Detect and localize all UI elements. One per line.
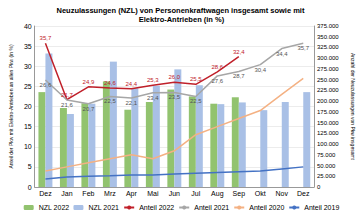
- svg-text:225.000: 225.000: [317, 87, 339, 93]
- svg-text:32,4: 32,4: [233, 49, 245, 55]
- svg-text:Anzahl der Neuzulassungen von: Anzahl der Neuzulassungen von Pkw insges…: [350, 53, 356, 161]
- svg-text:Okt: Okt: [255, 190, 266, 197]
- svg-text:30: 30: [24, 63, 32, 70]
- svg-text:23,5: 23,5: [168, 94, 180, 100]
- svg-text:20,7: 20,7: [83, 106, 95, 112]
- svg-text:35,7: 35,7: [297, 45, 309, 51]
- svg-text:23,4: 23,4: [147, 95, 159, 101]
- svg-text:Dez: Dez: [297, 190, 310, 197]
- svg-text:0: 0: [28, 184, 32, 191]
- svg-text:350.000: 350.000: [317, 34, 339, 40]
- svg-text:22,5: 22,5: [190, 98, 202, 104]
- svg-text:5: 5: [28, 163, 32, 170]
- svg-text:200.000: 200.000: [317, 98, 339, 104]
- svg-text:Anteil der Pkw mit Elektro-Ant: Anteil der Pkw mit Elektro-Antrieben an …: [8, 44, 14, 169]
- svg-text:125.000: 125.000: [317, 130, 339, 136]
- svg-text:25.000: 25.000: [317, 173, 336, 179]
- svg-text:21,7: 21,7: [61, 92, 73, 98]
- svg-text:24,4: 24,4: [126, 81, 138, 87]
- svg-text:26,0: 26,0: [168, 74, 180, 80]
- svg-text:15: 15: [24, 123, 32, 130]
- svg-text:250.000: 250.000: [317, 77, 339, 83]
- svg-text:375.000: 375.000: [317, 23, 339, 29]
- svg-text:25: 25: [24, 83, 32, 90]
- svg-text:28,7: 28,7: [233, 73, 245, 79]
- svg-text:10: 10: [24, 143, 32, 150]
- svg-text:Anteil 2021: Anteil 2021: [194, 204, 229, 211]
- svg-text:40: 40: [24, 23, 32, 30]
- svg-text:28,6: 28,6: [211, 64, 223, 70]
- svg-text:21,6: 21,6: [61, 102, 73, 108]
- svg-text:34,4: 34,4: [276, 51, 288, 57]
- svg-text:26,6: 26,6: [40, 82, 52, 88]
- svg-text:NZL 2022: NZL 2022: [39, 204, 70, 211]
- svg-text:Anteil 2020: Anteil 2020: [249, 204, 284, 211]
- svg-text:Dez: Dez: [39, 190, 52, 197]
- svg-text:Nov: Nov: [276, 190, 289, 197]
- svg-text:100.000: 100.000: [317, 141, 339, 147]
- svg-text:Mai: Mai: [147, 190, 159, 197]
- svg-text:Mrz: Mrz: [104, 190, 116, 197]
- svg-text:Anteil 2019: Anteil 2019: [304, 204, 339, 211]
- svg-text:35: 35: [24, 43, 32, 50]
- svg-text:Anteil 2022: Anteil 2022: [139, 204, 174, 211]
- svg-text:20: 20: [24, 103, 32, 110]
- svg-text:Elektro-Antrieben (in %): Elektro-Antrieben (in %): [139, 15, 225, 24]
- svg-text:NZL 2021: NZL 2021: [88, 204, 119, 211]
- svg-text:27,6: 27,6: [211, 78, 223, 84]
- svg-text:24,6: 24,6: [104, 80, 116, 86]
- svg-text:30,4: 30,4: [254, 67, 266, 73]
- svg-text:275.000: 275.000: [317, 66, 339, 72]
- svg-text:22,1: 22,1: [126, 100, 138, 106]
- svg-text:325.000: 325.000: [317, 44, 339, 50]
- svg-text:Sep: Sep: [233, 190, 246, 198]
- svg-text:0: 0: [317, 184, 321, 190]
- svg-text:175.000: 175.000: [317, 109, 339, 115]
- svg-text:75.000: 75.000: [317, 152, 336, 158]
- svg-text:35,7: 35,7: [40, 35, 52, 41]
- svg-text:25,5: 25,5: [190, 76, 202, 82]
- svg-text:Jun: Jun: [169, 190, 180, 197]
- svg-text:Apr: Apr: [126, 190, 138, 198]
- svg-text:150.000: 150.000: [317, 120, 339, 126]
- svg-text:Aug: Aug: [211, 190, 224, 198]
- svg-text:300.000: 300.000: [317, 55, 339, 61]
- svg-text:Jul: Jul: [191, 190, 200, 197]
- svg-text:Neuzulassungen (NZL) von Perso: Neuzulassungen (NZL) von Personenkraftwa…: [56, 6, 306, 15]
- svg-text:24,9: 24,9: [83, 79, 95, 85]
- svg-text:Jan: Jan: [61, 190, 72, 197]
- svg-text:50.000: 50.000: [317, 163, 336, 169]
- svg-text:Feb: Feb: [82, 190, 94, 197]
- svg-text:22,5: 22,5: [104, 98, 116, 104]
- svg-text:25,3: 25,3: [147, 77, 159, 83]
